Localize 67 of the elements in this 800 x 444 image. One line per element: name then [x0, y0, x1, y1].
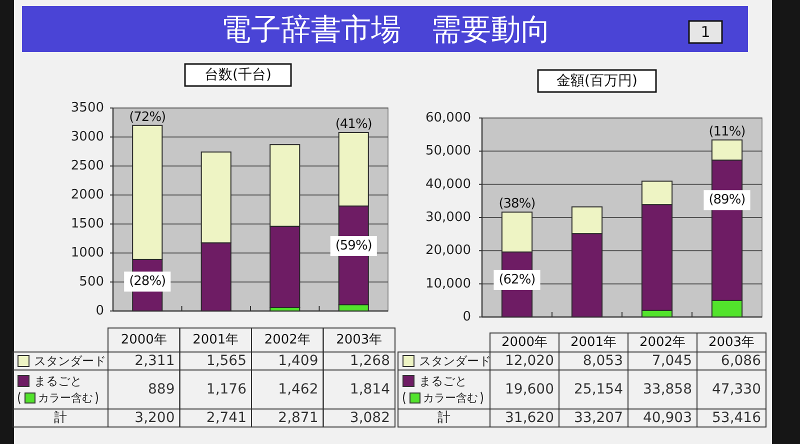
- y-tick-label: 500: [79, 274, 104, 290]
- y-tick-label: 2500: [70, 158, 104, 174]
- text: 3,200: [134, 410, 175, 426]
- text: 1,814: [350, 382, 390, 398]
- text: 889: [148, 382, 175, 398]
- text: 40,903: [643, 410, 692, 426]
- y-tick-label: 60,000: [426, 110, 471, 126]
- data-label: 6,086: [720, 353, 762, 369]
- text: 計: [54, 410, 67, 426]
- data-label: 12,020: [505, 353, 554, 369]
- text: 19,600: [505, 382, 554, 398]
- legend-label: スタンダード: [34, 354, 106, 368]
- x-tick-label: 2003年: [708, 335, 755, 350]
- legend-label: まるごと: [34, 374, 82, 388]
- y-tick-label: 10,000: [426, 276, 471, 292]
- y-tick-label: 1000: [70, 246, 104, 260]
- x-tick-label: 2002年: [639, 335, 686, 350]
- text: 33,207: [574, 410, 623, 426]
- y-tick-label: 3500: [70, 100, 104, 116]
- annotation: (62%): [498, 272, 536, 288]
- annotation: (59%): [335, 238, 372, 254]
- y-tick-label: 2000: [70, 188, 104, 202]
- x-tick-label: 2000年: [501, 335, 548, 350]
- legend-label: カラー含む: [38, 392, 93, 404]
- y-tick-label: 20,000: [426, 243, 471, 258]
- text: 2,741: [206, 410, 246, 426]
- y-tick-label: 1500: [70, 216, 104, 232]
- text: 電子辞書市場 需要動向: [221, 12, 551, 48]
- text: 1,176: [206, 382, 247, 398]
- text: 47,330: [712, 382, 761, 398]
- y-tick-label: 3000: [70, 130, 104, 144]
- y-tick-label: 0: [96, 304, 104, 318]
- chart-title: 金額(百万円): [556, 73, 638, 89]
- text: 3,082: [350, 410, 390, 426]
- annotation: (41%): [335, 116, 372, 132]
- text: 計: [438, 410, 450, 426]
- annotation: (72%): [129, 110, 166, 125]
- data-label: 2,311: [134, 353, 175, 369]
- x-tick-label: 2001年: [570, 335, 617, 350]
- y-tick-label: 50,000: [426, 144, 471, 159]
- annotation: (28%): [129, 274, 166, 290]
- annotation: (11%): [708, 124, 746, 140]
- text: 2,871: [278, 410, 318, 426]
- x-tick-label: 2001年: [192, 332, 239, 348]
- legend-label: カラー含む: [423, 392, 478, 404]
- text: 53,416: [712, 410, 762, 426]
- data-label: 1,409: [278, 353, 318, 369]
- legend-label: まるごと: [419, 374, 467, 388]
- data-label: 1,565: [206, 353, 246, 369]
- x-tick-label: 2003年: [336, 332, 382, 348]
- annotation: (89%): [708, 192, 746, 208]
- text: 1: [700, 23, 710, 41]
- x-tick-label: 2000年: [120, 332, 167, 348]
- legend-label: スタンダード: [419, 354, 491, 368]
- annotation: (38%): [498, 196, 536, 212]
- chart-title: 台数(千台): [204, 67, 272, 83]
- text: 31,620: [505, 410, 554, 426]
- text: 33,858: [643, 382, 692, 398]
- data-label: 1,268: [350, 353, 390, 369]
- y-tick-label: 0: [462, 310, 471, 324]
- x-tick-label: 2002年: [264, 332, 310, 348]
- data-label: 7,045: [652, 353, 692, 369]
- text: 25,154: [574, 382, 624, 398]
- data-label: 8,053: [582, 353, 623, 369]
- text: 1,462: [278, 382, 318, 398]
- y-tick-label: 30,000: [426, 210, 471, 225]
- y-tick-label: 40,000: [426, 176, 471, 192]
